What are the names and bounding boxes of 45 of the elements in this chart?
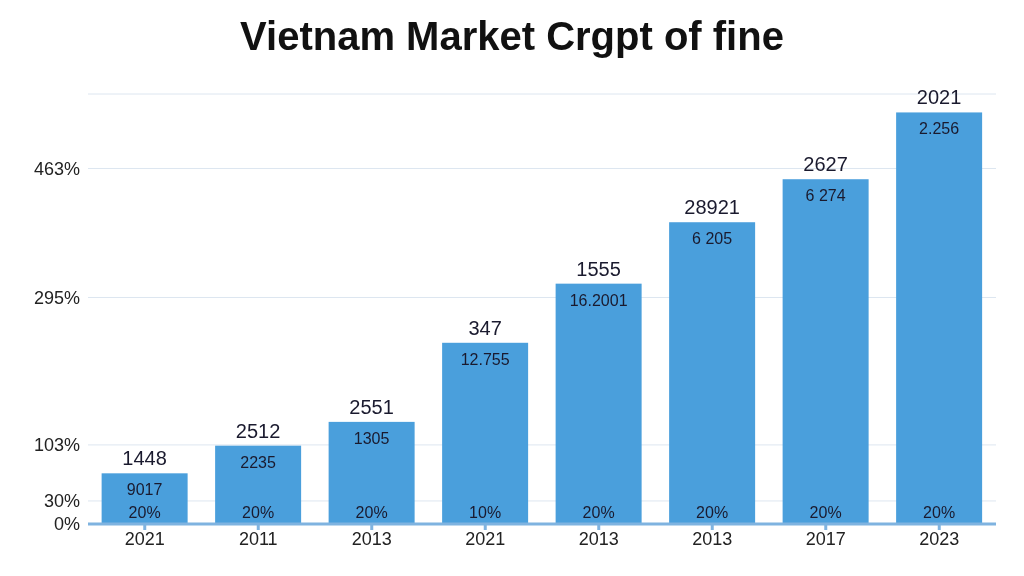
bar bbox=[782, 179, 869, 524]
y-tick-label: 103% bbox=[33, 435, 80, 456]
annotation: 2235 bbox=[240, 453, 277, 471]
x-tick-label: 2021 bbox=[124, 528, 165, 549]
annotation: 2512 bbox=[235, 419, 281, 442]
x-tick-label: 2013 bbox=[578, 528, 619, 549]
y-tick-label: 463% bbox=[33, 158, 80, 179]
annotation: 6 274 bbox=[805, 187, 846, 205]
x-tick-label: 2013 bbox=[351, 528, 392, 549]
bar bbox=[215, 445, 302, 524]
x-tick-label: 2013 bbox=[692, 528, 733, 549]
annotation: 20% bbox=[923, 504, 956, 521]
annotation: 28921 bbox=[684, 196, 740, 219]
y-tick-label: 0% bbox=[53, 514, 80, 535]
annotation: 9017 bbox=[126, 481, 163, 499]
y-tick-label: 30% bbox=[43, 491, 80, 512]
annotation: 20% bbox=[355, 504, 388, 521]
bar bbox=[555, 283, 642, 524]
annotation: 12.755 bbox=[460, 350, 510, 368]
bar bbox=[669, 222, 756, 524]
annotation: 6 205 bbox=[692, 230, 733, 248]
annotation: 1555 bbox=[576, 257, 621, 280]
annotation: 20% bbox=[128, 504, 161, 521]
annotation: 2627 bbox=[803, 153, 848, 176]
bar bbox=[896, 112, 983, 524]
annotation: 2.256 bbox=[919, 120, 960, 138]
x-tick-label: 2011 bbox=[238, 528, 278, 549]
annotation: 1448 bbox=[122, 447, 167, 470]
annotation: 2551 bbox=[349, 395, 394, 418]
x-tick-label: 2017 bbox=[805, 528, 846, 549]
annotation: 1305 bbox=[353, 429, 390, 447]
annotation: 2021 bbox=[916, 86, 962, 109]
chart-title: Vietnam Market Crgpt of fine bbox=[239, 13, 785, 60]
annotation: 20% bbox=[809, 504, 842, 521]
annotation: 10% bbox=[469, 504, 502, 521]
annotation: 20% bbox=[696, 504, 729, 521]
bar bbox=[442, 342, 529, 524]
y-tick-label: 295% bbox=[33, 287, 80, 308]
annotation: 16.2001 bbox=[569, 291, 628, 309]
annotation: 20% bbox=[582, 504, 615, 521]
annotation: 347 bbox=[468, 316, 502, 339]
bar bbox=[328, 421, 415, 524]
x-tick-label: 2023 bbox=[919, 528, 960, 549]
x-tick-label: 2021 bbox=[465, 528, 506, 549]
annotation: 20% bbox=[242, 504, 275, 521]
